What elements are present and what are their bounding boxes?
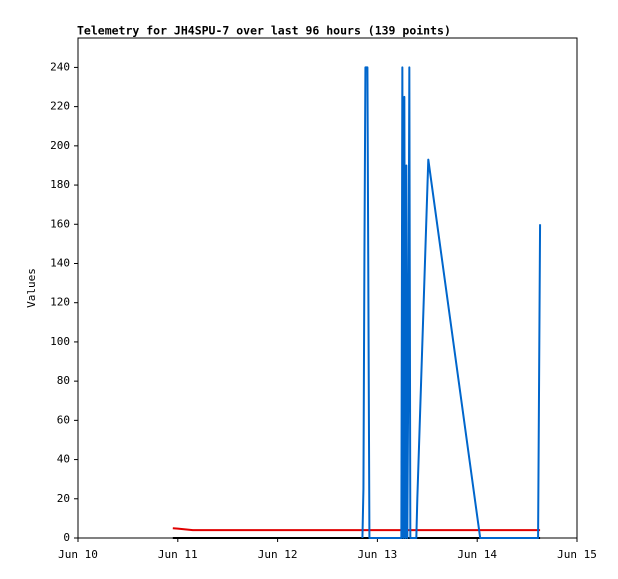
- y-tick-label: 200: [50, 139, 70, 152]
- series-line: [361, 66, 542, 539]
- x-tick-label: Jun 12: [258, 548, 298, 561]
- y-tick-label: 40: [57, 453, 70, 466]
- y-tick-label: 140: [50, 256, 70, 269]
- series-line: [172, 527, 541, 532]
- y-tick-label: 100: [50, 335, 70, 348]
- y-tick-label: 80: [57, 374, 70, 387]
- x-tick-label: Jun 14: [457, 548, 497, 561]
- plot-frame: [77, 37, 578, 539]
- y-tick-label: 180: [50, 178, 70, 191]
- y-tick-label: 120: [50, 296, 70, 309]
- x-tick-label: Jun 15: [557, 548, 597, 561]
- y-tick-label: 20: [57, 492, 70, 505]
- x-tick-label: Jun 11: [158, 548, 198, 561]
- x-tick-label: Jun 10: [58, 548, 98, 561]
- y-tick-label: 220: [50, 100, 70, 113]
- chart-title: Telemetry for JH4SPU-7 over last 96 hour…: [77, 24, 451, 38]
- x-tick-label: Jun 13: [358, 548, 398, 561]
- y-tick-label: 240: [50, 60, 70, 73]
- y-tick-label: 60: [57, 413, 70, 426]
- y-tick-label: 160: [50, 217, 70, 230]
- y-axis-label: Values: [25, 268, 38, 308]
- y-tick-label: 0: [63, 531, 70, 544]
